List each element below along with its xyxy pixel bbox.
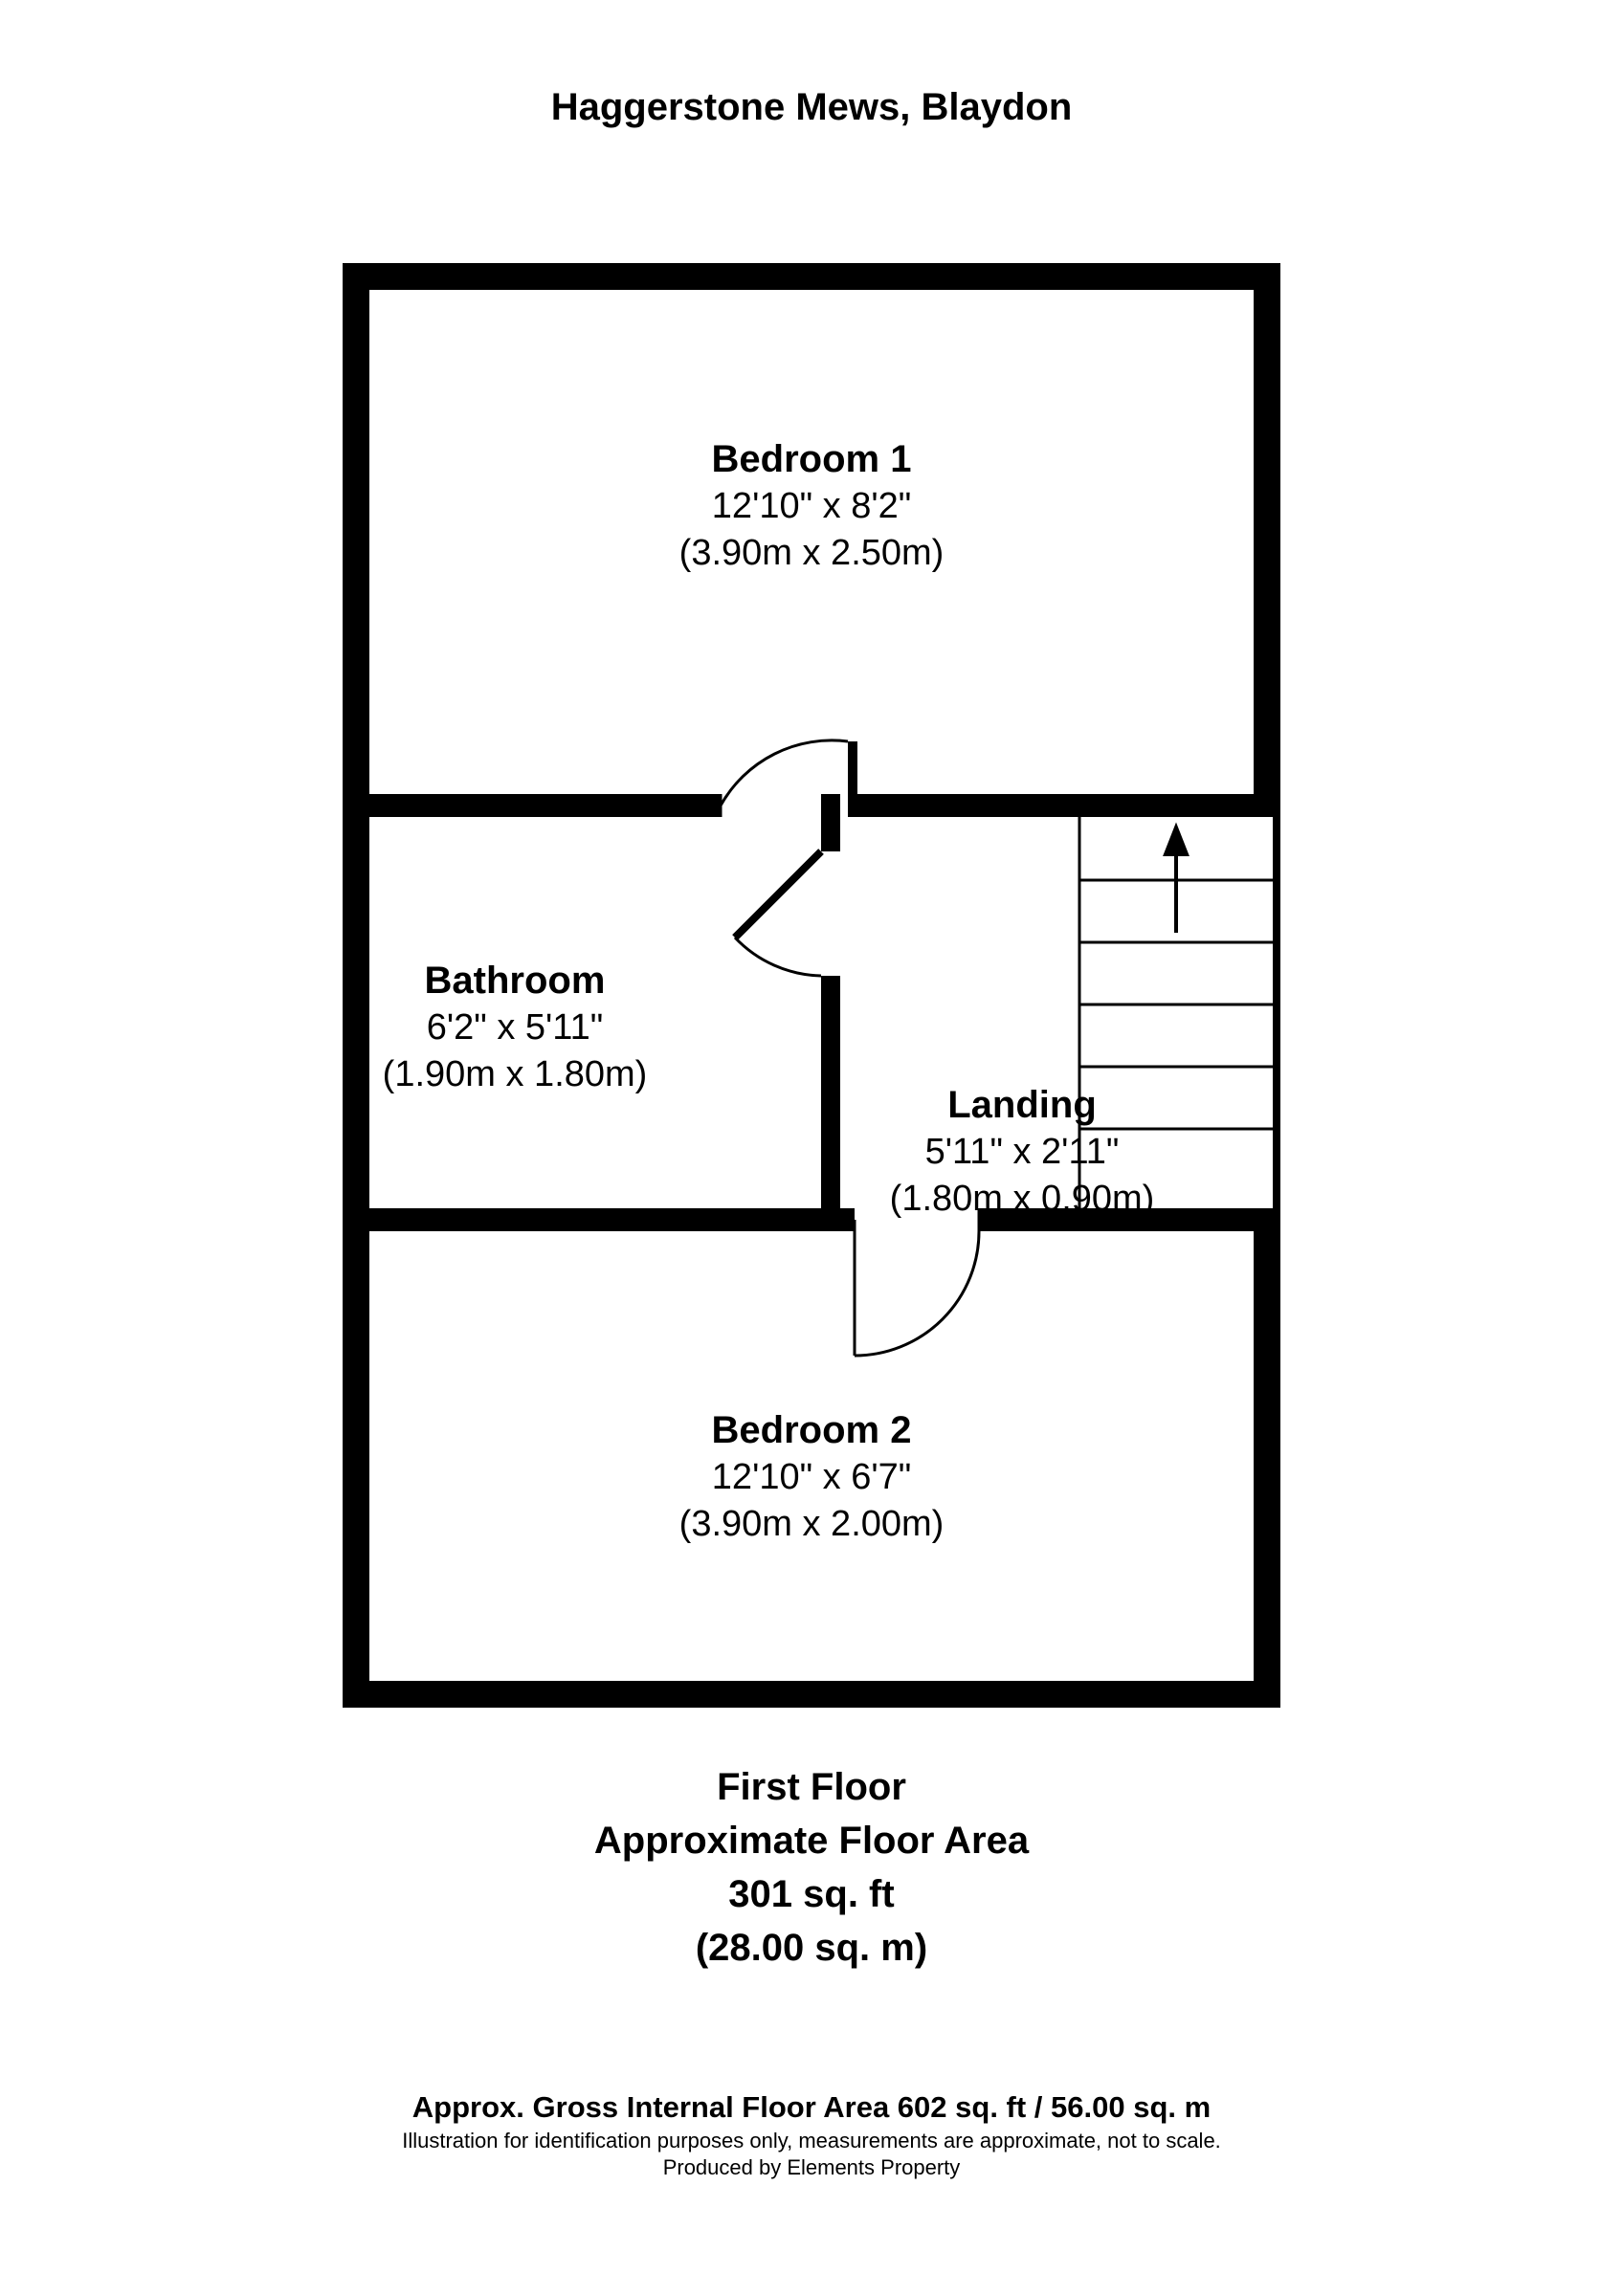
landing-dim-imperial: 5'11" x 2'11" — [783, 1129, 1261, 1176]
bedroom2-dim-imperial: 12'10" x 6'7" — [343, 1454, 1280, 1501]
bathroom-name: Bathroom — [266, 957, 764, 1004]
floorplan: Bedroom 1 12'10" x 8'2" (3.90m x 2.50m) … — [343, 263, 1280, 1708]
floor-area-sqft: 301 sq. ft — [0, 1867, 1623, 1921]
bathroom-dim-imperial: 6'2" x 5'11" — [266, 1004, 764, 1051]
bedroom1-label: Bedroom 1 12'10" x 8'2" (3.90m x 2.50m) — [343, 435, 1280, 578]
gross-area: Approx. Gross Internal Floor Area 602 sq… — [0, 2090, 1623, 2125]
landing-name: Landing — [783, 1081, 1261, 1129]
bedroom2-name: Bedroom 2 — [343, 1406, 1280, 1454]
page-title: Haggerstone Mews, Blaydon — [0, 86, 1623, 129]
bedroom1-name: Bedroom 1 — [343, 435, 1280, 483]
floor-summary: First Floor Approximate Floor Area 301 s… — [0, 1760, 1623, 1975]
bedroom2-label: Bedroom 2 12'10" x 6'7" (3.90m x 2.00m) — [343, 1406, 1280, 1549]
floor-area-label: Approximate Floor Area — [0, 1814, 1623, 1867]
producer: Produced by Elements Property — [0, 2155, 1623, 2180]
bedroom2-dim-metric: (3.90m x 2.00m) — [343, 1501, 1280, 1548]
landing-dim-metric: (1.80m x 0.90m) — [783, 1176, 1261, 1223]
floor-area-sqm: (28.00 sq. m) — [0, 1921, 1623, 1975]
bathroom-dim-metric: (1.90m x 1.80m) — [266, 1051, 764, 1098]
bedroom1-dim-metric: (3.90m x 2.50m) — [343, 530, 1280, 577]
disclaimer: Illustration for identification purposes… — [0, 2129, 1623, 2153]
floor-name: First Floor — [0, 1760, 1623, 1814]
bathroom-label: Bathroom 6'2" x 5'11" (1.90m x 1.80m) — [266, 957, 764, 1099]
bedroom1-dim-imperial: 12'10" x 8'2" — [343, 483, 1280, 530]
landing-label: Landing 5'11" x 2'11" (1.80m x 0.90m) — [783, 1081, 1261, 1224]
